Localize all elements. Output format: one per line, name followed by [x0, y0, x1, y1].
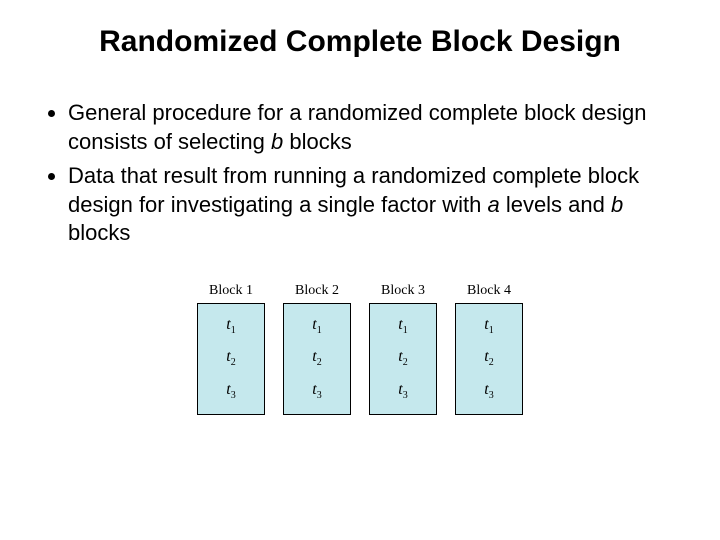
treatment-label: t3: [226, 382, 235, 401]
block-box: t1 t2 t3: [197, 303, 265, 415]
block-column: Block 4 t1 t2 t3: [455, 283, 523, 415]
bullet-list: General procedure for a randomized compl…: [40, 99, 680, 248]
bullet-1-prefix: General procedure for a randomized compl…: [68, 100, 646, 154]
bullet-item-1: General procedure for a randomized compl…: [68, 99, 680, 156]
bullet-1-suffix: blocks: [283, 129, 351, 154]
block-column: Block 2 t1 t2 t3: [283, 283, 351, 415]
block-label: Block 3: [381, 283, 425, 299]
treatment-label: t1: [226, 317, 235, 336]
treatment-label: t1: [312, 317, 321, 336]
page-title: Randomized Complete Block Design: [40, 25, 680, 59]
block-box: t1 t2 t3: [369, 303, 437, 415]
block-box: t1 t2 t3: [283, 303, 351, 415]
treatment-label: t2: [226, 349, 235, 368]
treatment-label: t3: [484, 382, 493, 401]
bullet-2-suffix: blocks: [68, 220, 130, 245]
bullet-2-italic-b: b: [611, 192, 623, 217]
bullet-item-2: Data that result from running a randomiz…: [68, 162, 680, 248]
block-box: t1 t2 t3: [455, 303, 523, 415]
treatment-label: t1: [398, 317, 407, 336]
block-label: Block 1: [209, 283, 253, 299]
block-column: Block 1 t1 t2 t3: [197, 283, 265, 415]
bullet-1-italic-b: b: [271, 129, 283, 154]
treatment-label: t2: [312, 349, 321, 368]
treatment-label: t2: [484, 349, 493, 368]
block-column: Block 3 t1 t2 t3: [369, 283, 437, 415]
treatment-label: t3: [398, 382, 407, 401]
treatment-label: t2: [398, 349, 407, 368]
block-label: Block 4: [467, 283, 511, 299]
bullet-2-mid: levels and: [500, 192, 611, 217]
treatment-label: t3: [312, 382, 321, 401]
treatment-label: t1: [484, 317, 493, 336]
block-label: Block 2: [295, 283, 339, 299]
bullet-2-italic-a: a: [487, 192, 499, 217]
block-diagram: Block 1t1t2t3Block 2t1t2t3Block 3t1t2t3B…: [40, 283, 680, 415]
